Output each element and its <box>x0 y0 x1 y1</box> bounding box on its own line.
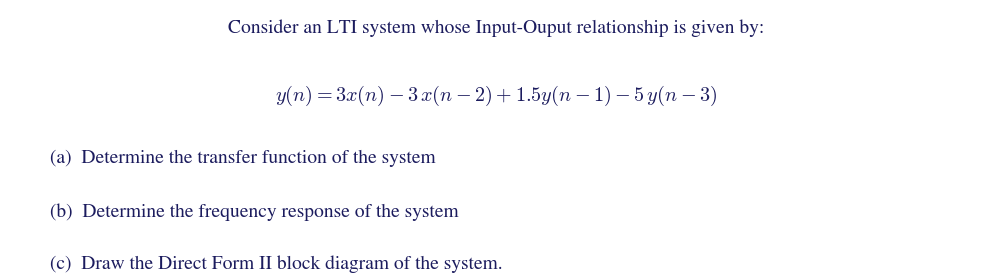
Text: (c)  Draw the Direct Form II block diagram of the system.: (c) Draw the Direct Form II block diagra… <box>50 256 502 274</box>
Text: (b)  Determine the frequency response of the system: (b) Determine the frequency response of … <box>50 203 458 221</box>
Text: $y(n) = 3x(n) - 3\,x(n-2) + 1.5y(n-1) - 5\,y(n-3)$: $y(n) = 3x(n) - 3\,x(n-2) + 1.5y(n-1) - … <box>275 83 717 108</box>
Text: Consider an LTI system whose Input-Ouput relationship is given by:: Consider an LTI system whose Input-Ouput… <box>228 19 764 37</box>
Text: (a)  Determine the transfer function of the system: (a) Determine the transfer function of t… <box>50 150 435 167</box>
